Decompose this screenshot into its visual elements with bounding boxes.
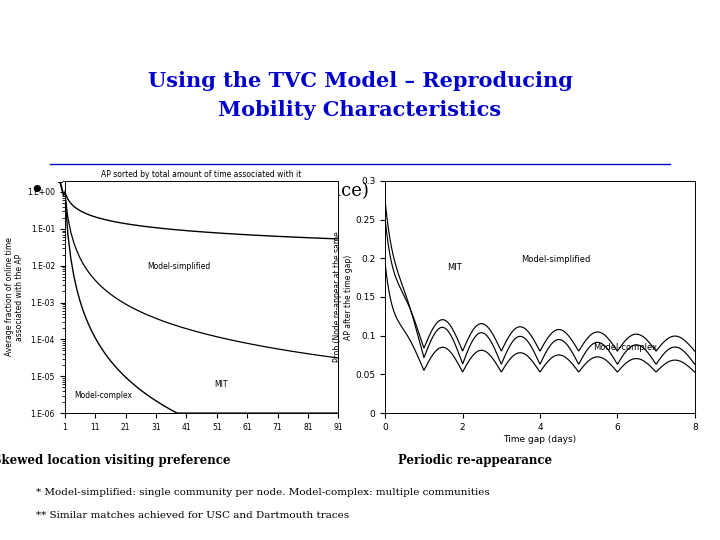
Text: Skewed location visiting preference: Skewed location visiting preference: [0, 454, 230, 467]
Text: FLORIDA: FLORIDA: [50, 28, 98, 38]
Text: Periodic re-appearance: Periodic re-appearance: [398, 454, 552, 467]
Text: ** Similar matches achieved for USC and Dartmouth traces: ** Similar matches achieved for USC and …: [36, 511, 349, 521]
Title: AP sorted by total amount of time associated with it: AP sorted by total amount of time associ…: [102, 170, 302, 179]
Text: * Model-simplified: single community per node. Model-complex: multiple communiti: * Model-simplified: single community per…: [36, 488, 490, 497]
Text: MIT: MIT: [447, 263, 462, 272]
Text: MIT: MIT: [214, 380, 228, 389]
Y-axis label: Average fraction of online time
associated with the AP: Average fraction of online time associat…: [5, 238, 24, 356]
Text: Model-simplified: Model-simplified: [521, 255, 590, 264]
Text: WLAN trace (example: MIT trace): WLAN trace (example: MIT trace): [58, 181, 369, 199]
Text: Model-complex: Model-complex: [74, 392, 132, 401]
Text: Using the TVC Model – Reproducing: Using the TVC Model – Reproducing: [148, 71, 572, 91]
Text: UNIVERSITY of: UNIVERSITY of: [50, 14, 90, 18]
Text: Model-simplified: Model-simplified: [147, 262, 210, 271]
Text: •: •: [29, 179, 43, 203]
Text: Model-complex: Model-complex: [593, 343, 657, 352]
Text: UF: UF: [11, 15, 37, 33]
Y-axis label: Prob.(Node re-appear at the same
AP after the time gap): Prob.(Node re-appear at the same AP afte…: [333, 232, 353, 362]
Text: Mobility Characteristics: Mobility Characteristics: [218, 100, 502, 120]
X-axis label: Time gap (days): Time gap (days): [503, 435, 577, 443]
